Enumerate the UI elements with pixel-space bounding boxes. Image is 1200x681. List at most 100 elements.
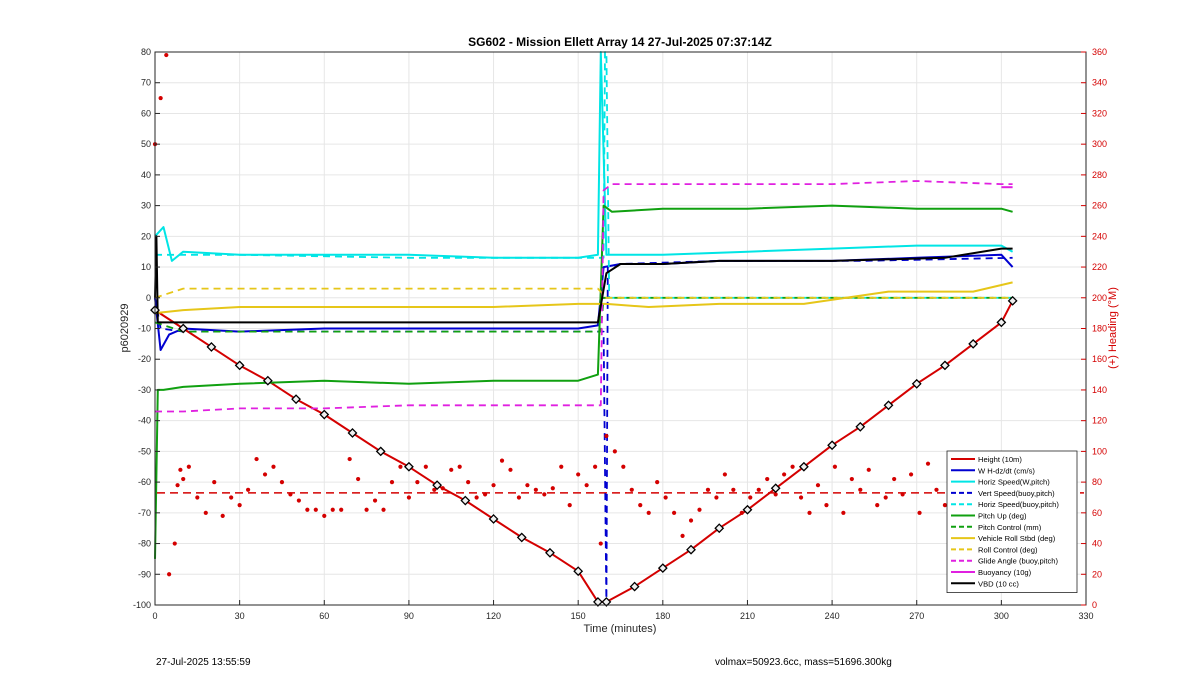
heading-point [398, 464, 403, 469]
y-tick-label: -40 [138, 416, 151, 426]
x-tick-label: 90 [404, 611, 414, 621]
y2-tick-label: 40 [1092, 539, 1102, 549]
heading-point [697, 507, 702, 512]
footer-mass-info: volmax=50923.6cc, mass=51696.300kg [715, 657, 892, 668]
heading-point [372, 498, 378, 503]
height-marker [657, 563, 668, 574]
heading-point [474, 495, 479, 500]
series-horiz-speed-w-pitch [154, 51, 1014, 262]
heading-point [466, 480, 471, 485]
heading-point [638, 503, 643, 508]
y2-tick-label: 20 [1092, 569, 1102, 579]
heading-point [356, 476, 361, 482]
y2-tick-label: 360 [1092, 47, 1107, 57]
heading-point [181, 476, 186, 482]
height-marker [593, 597, 603, 607]
heading-point [158, 95, 163, 101]
height-marker [601, 597, 612, 607]
heading-point [875, 503, 880, 508]
heading-point [934, 487, 939, 492]
heading-point [508, 467, 513, 472]
heading-point [598, 541, 603, 546]
y-tick-label: 70 [141, 78, 151, 88]
legend: Height (10m) W H-dz/dt (cm/s) Horiz Speed(… [946, 450, 1078, 594]
y2-tick-label: 340 [1092, 78, 1107, 88]
y-axis-label: p6020929 [119, 304, 131, 353]
heading-point [229, 495, 234, 500]
y2-axis-label: (+) Heading (°M) [1107, 287, 1119, 369]
heading-point [798, 495, 804, 500]
heading-point [604, 433, 609, 439]
height-marker [432, 480, 443, 491]
y-tick-label: 60 [141, 108, 151, 118]
y2-tick-label: 100 [1092, 446, 1107, 456]
heading-point [807, 510, 812, 515]
heading-point [612, 449, 617, 454]
heading-point [389, 480, 395, 485]
heading-point [246, 487, 251, 492]
heading-point [900, 492, 905, 497]
heading-point [773, 492, 778, 497]
legend-box [946, 450, 1078, 594]
x-tick-label: 330 [1078, 611, 1093, 621]
x-tick-label: 300 [994, 611, 1009, 621]
height-marker [883, 400, 894, 411]
y-tick-label: -70 [138, 508, 151, 518]
heading-point [584, 483, 589, 488]
y2-tick-label: 140 [1092, 385, 1107, 395]
y-tick-label: 10 [141, 262, 151, 272]
y2-tick-label: 160 [1092, 354, 1107, 364]
y2-tick-label: 240 [1092, 231, 1107, 241]
heading-point [722, 472, 727, 477]
heading-point [271, 464, 276, 469]
height-marker [996, 317, 1007, 328]
y-tick-label: 80 [141, 47, 151, 57]
heading-point [892, 476, 897, 482]
y-tick-label: -100 [133, 600, 151, 610]
heading-point [559, 464, 564, 469]
heading-point [917, 510, 922, 515]
legend-label: VBD (10 cc) [978, 579, 1019, 588]
heading-point [756, 487, 761, 492]
heading-point [262, 472, 268, 477]
y-tick-label: -20 [138, 354, 151, 364]
x-tick-label: 240 [825, 611, 840, 621]
heading-point [858, 487, 863, 492]
y-tick-label: 50 [141, 139, 151, 149]
height-marker [516, 532, 527, 543]
height-marker [770, 483, 781, 494]
y-tick-label: 20 [141, 231, 151, 241]
heading-point [925, 461, 931, 466]
heading-point [866, 467, 871, 472]
heading-point [688, 518, 694, 523]
series-glide-angle-buoy-pitch [155, 180, 1013, 413]
heading-point [415, 480, 420, 485]
x-tick-label: 60 [319, 611, 329, 621]
heading-point [815, 483, 821, 488]
height-marker [291, 394, 301, 405]
y-tick-label: -80 [138, 539, 151, 549]
heading-point [646, 510, 651, 515]
height-marker [375, 446, 386, 457]
height-marker [234, 360, 245, 371]
height-marker [968, 338, 979, 349]
height-marker [940, 360, 950, 371]
y-tick-label: -50 [138, 446, 151, 456]
heading-point [305, 507, 310, 512]
y-axis-left: -100-90-80-70-60-50-40-30-20-10010203040… [133, 47, 160, 610]
heading-point [883, 495, 888, 500]
y2-tick-label: 60 [1092, 508, 1102, 518]
height-marker [319, 409, 330, 420]
heading-point [423, 464, 428, 469]
heading-point [655, 480, 660, 485]
x-tick-label: 120 [486, 611, 501, 621]
heading-point [432, 487, 437, 492]
height-marker [573, 566, 584, 577]
heading-point [322, 513, 327, 519]
height-marker [206, 342, 217, 352]
heading-point [621, 464, 626, 469]
legend-label: Buoyancy (10g) [978, 568, 1032, 577]
heading-point [406, 495, 412, 500]
heading-point [824, 503, 829, 508]
heading-point [296, 498, 301, 503]
